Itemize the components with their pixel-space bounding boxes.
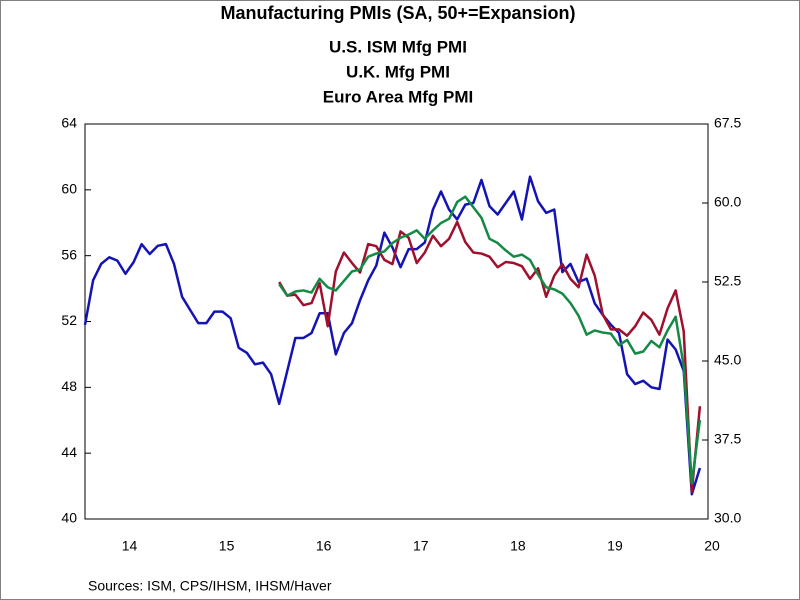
x-tick-label: 19 — [607, 538, 623, 554]
legend-label: Euro Area Mfg PMI — [323, 87, 474, 106]
y2-tick-label: 52.5 — [714, 273, 741, 289]
source-note: Sources: ISM, CPS/IHSM, IHSM/Haver — [88, 578, 332, 594]
x-tick-label: 17 — [413, 538, 429, 554]
x-tick-label: 18 — [510, 538, 526, 554]
legend-label: U.S. ISM Mfg PMI — [329, 37, 467, 56]
x-tick-label: 15 — [219, 538, 235, 554]
y-tick-label: 40 — [61, 510, 77, 526]
series-line — [278, 220, 702, 493]
x-tick-label: 16 — [316, 538, 332, 554]
y-tick-label: 52 — [61, 312, 77, 328]
legend-label: U.K. Mfg PMI — [346, 62, 450, 81]
series-line — [278, 195, 702, 485]
chart-title: Manufacturing PMIs (SA, 50+=Expansion) — [220, 3, 575, 23]
y2-tick-label: 67.5 — [714, 115, 741, 131]
x-tick-label: 20 — [704, 538, 720, 554]
x-tick-label: 14 — [122, 538, 138, 554]
series-line — [83, 175, 702, 496]
y-tick-label: 44 — [61, 444, 77, 460]
y-tick-label: 56 — [61, 246, 77, 262]
plot-area — [84, 123, 709, 520]
y2-tick-label: 37.5 — [714, 431, 741, 447]
y2-tick-label: 30.0 — [714, 510, 741, 526]
y-tick-label: 64 — [61, 115, 77, 131]
y2-tick-label: 45.0 — [714, 352, 741, 368]
y-tick-label: 60 — [61, 181, 77, 197]
y-tick-label: 48 — [61, 378, 77, 394]
y2-tick-label: 60.0 — [714, 194, 741, 210]
